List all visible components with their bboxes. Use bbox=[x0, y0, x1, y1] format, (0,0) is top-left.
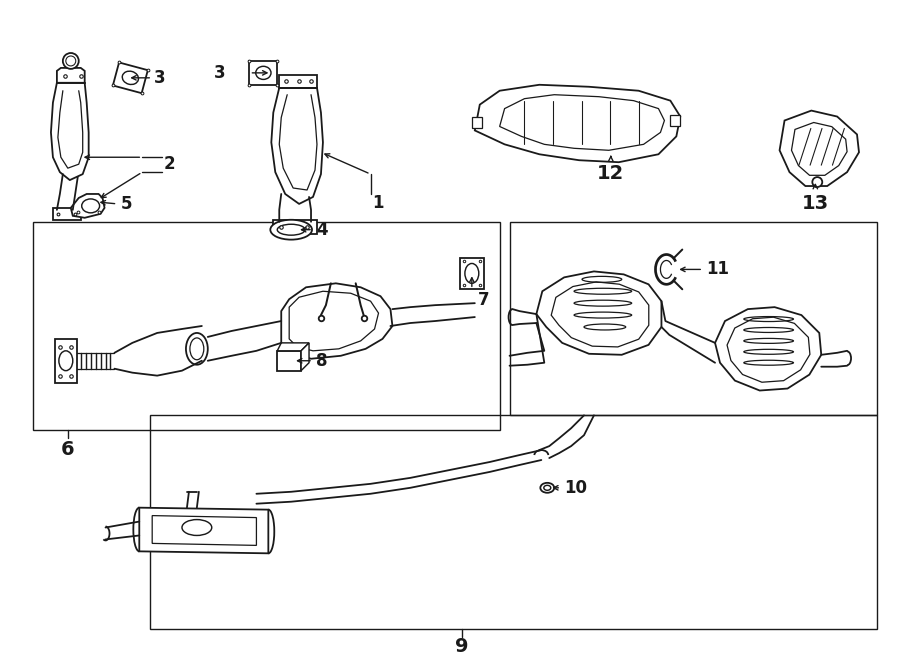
Text: 1: 1 bbox=[373, 194, 384, 212]
Text: 2: 2 bbox=[164, 155, 176, 173]
Polygon shape bbox=[302, 343, 309, 371]
Polygon shape bbox=[475, 85, 680, 162]
Bar bbox=[150, 415, 877, 629]
Polygon shape bbox=[279, 75, 317, 88]
Bar bbox=[472, 117, 482, 128]
Bar bbox=[53, 208, 81, 220]
Text: 5: 5 bbox=[121, 195, 132, 213]
Polygon shape bbox=[71, 194, 104, 218]
Bar bbox=[670, 115, 680, 126]
Polygon shape bbox=[779, 111, 859, 186]
Polygon shape bbox=[277, 343, 309, 351]
Ellipse shape bbox=[186, 333, 208, 365]
Text: 4: 4 bbox=[316, 220, 328, 239]
Polygon shape bbox=[715, 307, 822, 391]
Bar bbox=[460, 258, 484, 289]
Polygon shape bbox=[249, 61, 277, 85]
Bar bbox=[277, 351, 302, 371]
Polygon shape bbox=[112, 62, 148, 93]
Text: 8: 8 bbox=[316, 352, 328, 370]
Text: 9: 9 bbox=[455, 637, 469, 656]
Polygon shape bbox=[55, 339, 76, 383]
Ellipse shape bbox=[270, 220, 312, 240]
Ellipse shape bbox=[813, 177, 823, 187]
Text: 7: 7 bbox=[478, 291, 490, 309]
Polygon shape bbox=[57, 68, 85, 83]
Bar bbox=[33, 222, 500, 430]
Polygon shape bbox=[281, 283, 392, 359]
Text: 12: 12 bbox=[598, 164, 625, 183]
Polygon shape bbox=[536, 271, 662, 355]
Polygon shape bbox=[140, 508, 268, 553]
Text: 13: 13 bbox=[802, 194, 829, 213]
Ellipse shape bbox=[63, 53, 78, 69]
Text: 3: 3 bbox=[214, 64, 226, 82]
Text: 6: 6 bbox=[61, 440, 75, 459]
Bar bbox=[509, 222, 877, 415]
Text: 10: 10 bbox=[564, 479, 587, 496]
Text: 11: 11 bbox=[706, 260, 729, 279]
Ellipse shape bbox=[540, 483, 554, 493]
Bar bbox=[274, 220, 317, 234]
Text: 3: 3 bbox=[154, 69, 166, 87]
